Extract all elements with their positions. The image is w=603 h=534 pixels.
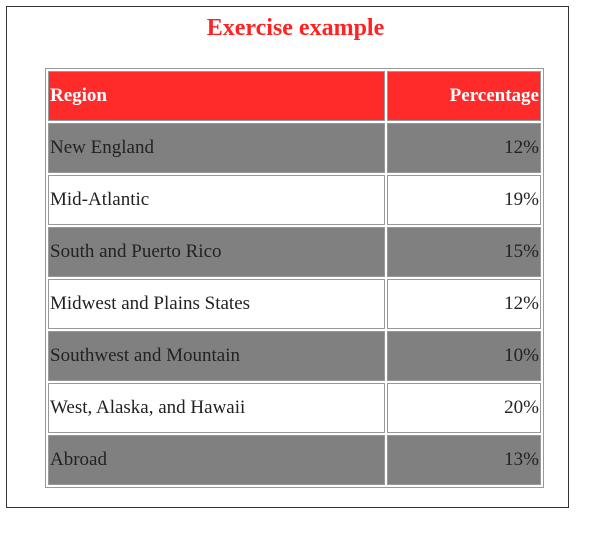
table-row: South and Puerto Rico 15% <box>48 227 541 277</box>
cell-percentage: 12% <box>387 123 541 173</box>
header-region: Region <box>48 71 385 121</box>
cell-percentage: 19% <box>387 175 541 225</box>
cell-percentage: 20% <box>387 383 541 433</box>
cell-region: South and Puerto Rico <box>48 227 385 277</box>
cell-percentage: 10% <box>387 331 541 381</box>
table-row: Abroad 13% <box>48 435 541 485</box>
region-percentage-table: Region Percentage New England 12% Mid-At… <box>45 68 544 488</box>
cell-region: West, Alaska, and Hawaii <box>48 383 385 433</box>
cell-percentage: 13% <box>387 435 541 485</box>
page-title: Exercise example <box>206 15 385 41</box>
cell-region: Midwest and Plains States <box>48 279 385 329</box>
cell-region: Southwest and Mountain <box>48 331 385 381</box>
table-row: New England 12% <box>48 123 541 173</box>
cell-percentage: 12% <box>387 279 541 329</box>
cell-region: Abroad <box>48 435 385 485</box>
table-row: Southwest and Mountain 10% <box>48 331 541 381</box>
cell-region: New England <box>48 123 385 173</box>
table-row: West, Alaska, and Hawaii 20% <box>48 383 541 433</box>
table-row: Mid-Atlantic 19% <box>48 175 541 225</box>
table-header-row: Region Percentage <box>48 71 541 121</box>
content-frame: Exercise example Region Percentage New E… <box>6 6 569 508</box>
header-percentage: Percentage <box>387 71 541 121</box>
table-row: Midwest and Plains States 12% <box>48 279 541 329</box>
cell-region: Mid-Atlantic <box>48 175 385 225</box>
cell-percentage: 15% <box>387 227 541 277</box>
